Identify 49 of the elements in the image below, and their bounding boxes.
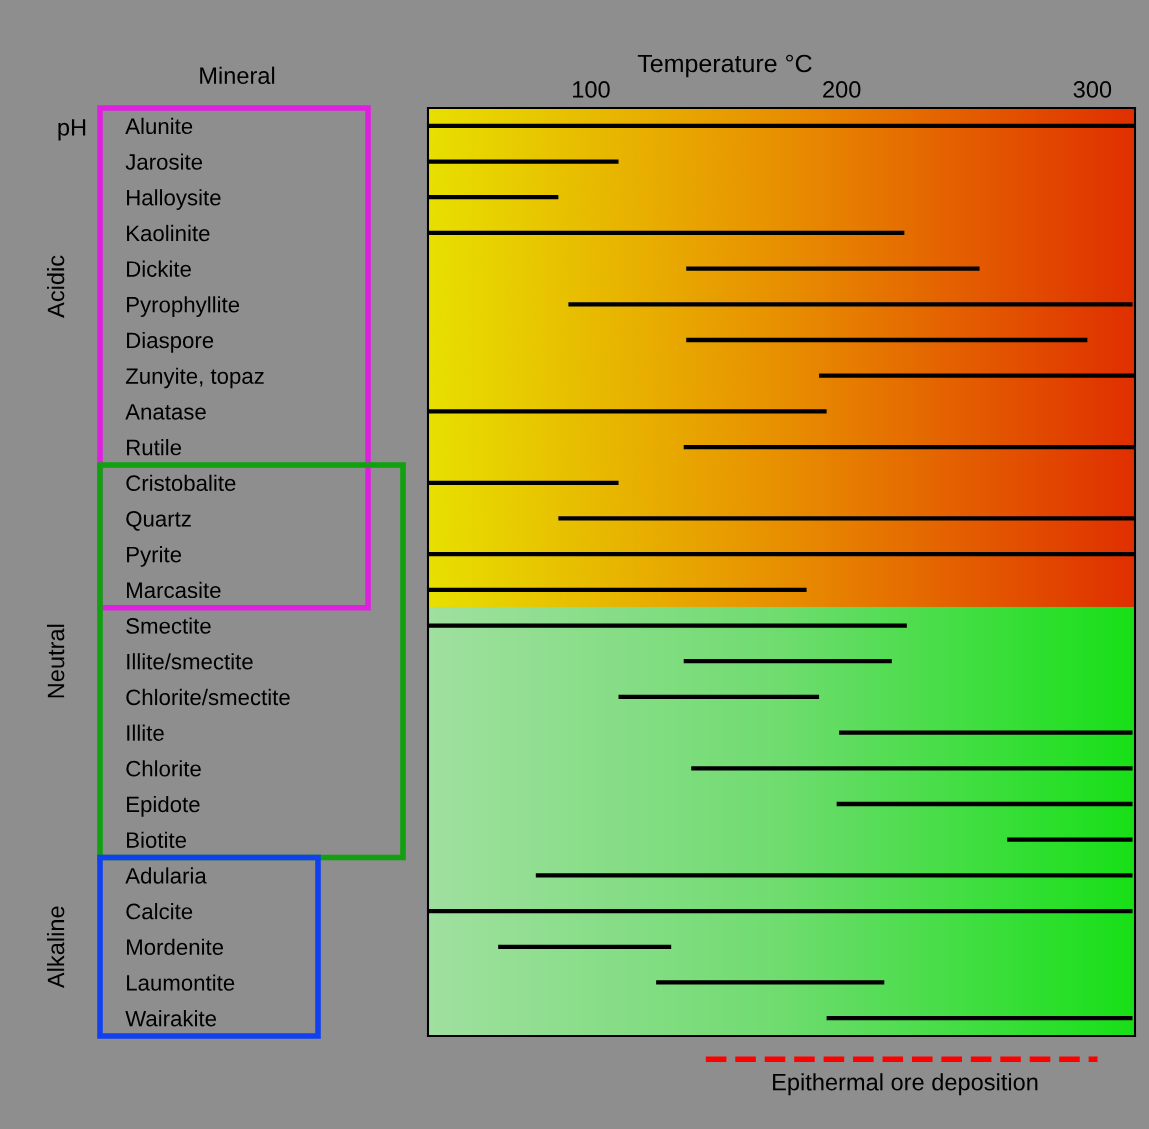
y-tick-label: Alunite (125, 117, 193, 135)
text: Alkaline (47, 906, 65, 989)
text: pH (58, 119, 86, 141)
y-tick-label: Adularia (125, 867, 207, 884)
bar (568, 302, 1133, 307)
y-tick-label: Biotite (127, 831, 186, 848)
bar (618, 694, 820, 700)
text: Acidic (47, 255, 65, 318)
y-tick-label: Rutile (127, 439, 182, 456)
bar (498, 944, 672, 949)
bar (683, 659, 892, 664)
y-tick-label: Chlorite (126, 760, 201, 777)
text: Neutral (47, 624, 65, 698)
y-tick-label: Halloysite (127, 189, 221, 210)
y-tick-label: Jarosite (125, 153, 203, 170)
bar (656, 980, 885, 985)
bar (691, 766, 1133, 771)
y-tick-label: Zunyite, topaz (125, 367, 264, 389)
x-tick-label: 300 (1073, 81, 1112, 98)
text: Epithermal ore deposition (773, 1073, 1038, 1096)
y-tick-label: Anatase (125, 404, 206, 420)
y-tick-label: Quartz (126, 511, 191, 531)
bar (826, 1016, 1133, 1021)
x-axis-title: Temperature °C (637, 54, 812, 78)
y-tick-label: Diaspore (127, 331, 214, 353)
y-tick-label: Dickite (127, 260, 191, 277)
y-tick-label: Epidote (127, 795, 200, 817)
y-tick-label: Kaolinite (127, 224, 210, 242)
y-tick-label: Pyrophyllite (127, 296, 240, 317)
bar (1007, 837, 1133, 842)
bar (686, 337, 1088, 343)
bar (686, 266, 980, 271)
y-tick-label: Marcasite (127, 581, 221, 599)
bar (836, 801, 1133, 807)
bar (839, 730, 1133, 735)
text: Mineral (200, 66, 275, 84)
y-tick-label: Laumontite (127, 974, 235, 991)
bar (535, 873, 1133, 878)
x-tick-label: 100 (573, 81, 610, 98)
y-tick-label: Wairakite (125, 1010, 217, 1027)
y-tick-label: Pyrite (127, 546, 182, 567)
y-tick-label: Mordenite (127, 938, 224, 956)
y-tick-label: Chlorite/smectite (126, 688, 290, 706)
y-tick-label: Cristobalite (126, 474, 236, 492)
y-tick-label: Smectite (126, 617, 211, 634)
y-tick-label: Illite/smectite (127, 653, 253, 670)
y-tick-label: Illite (127, 724, 164, 741)
y-tick-label: Calcite (126, 903, 193, 920)
x-tick-label: 200 (823, 81, 861, 98)
